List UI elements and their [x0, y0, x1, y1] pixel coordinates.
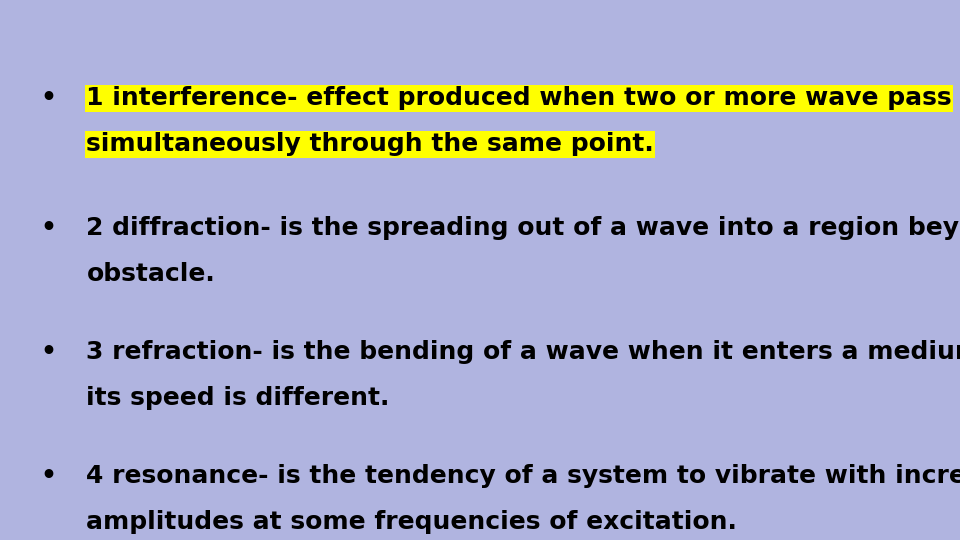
Text: 3 refraction- is the bending of a wave when it enters a medium where: 3 refraction- is the bending of a wave w… [86, 340, 960, 364]
Text: simultaneously through the same point.: simultaneously through the same point. [86, 132, 654, 156]
Text: 2 diffraction- is the spreading out of a wave into a region beyond an: 2 diffraction- is the spreading out of a… [86, 216, 960, 240]
Text: •: • [40, 340, 56, 364]
Text: •: • [40, 86, 56, 110]
Text: obstacle.: obstacle. [86, 262, 215, 286]
Text: •: • [40, 216, 56, 240]
Text: amplitudes at some frequencies of excitation.: amplitudes at some frequencies of excita… [86, 510, 737, 534]
Text: 4 resonance- is the tendency of a system to vibrate with increasing: 4 resonance- is the tendency of a system… [86, 464, 960, 488]
Text: its speed is different.: its speed is different. [86, 386, 390, 410]
Text: •: • [40, 464, 56, 488]
Text: 1 interference- effect produced when two or more wave pass: 1 interference- effect produced when two… [86, 86, 952, 110]
